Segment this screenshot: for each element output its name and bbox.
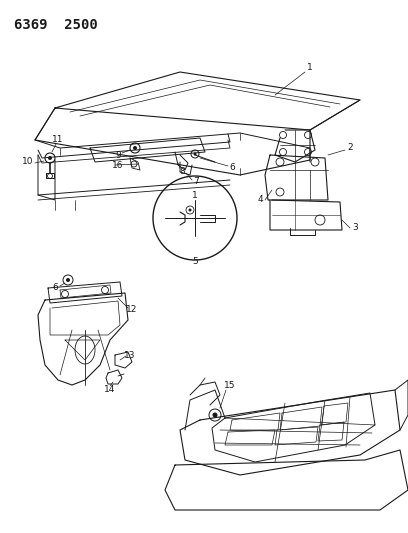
Text: 4: 4 bbox=[257, 196, 263, 205]
Text: 8: 8 bbox=[179, 167, 185, 176]
Text: 7: 7 bbox=[193, 177, 199, 187]
Text: 3: 3 bbox=[352, 223, 358, 232]
Text: 14: 14 bbox=[104, 385, 116, 394]
Circle shape bbox=[133, 146, 137, 150]
Text: 10: 10 bbox=[22, 157, 34, 166]
Text: 6369  2500: 6369 2500 bbox=[14, 18, 98, 32]
Text: 16: 16 bbox=[112, 160, 124, 169]
Text: 11: 11 bbox=[52, 135, 64, 144]
Text: 2: 2 bbox=[347, 143, 353, 152]
Text: 15: 15 bbox=[224, 381, 236, 390]
Circle shape bbox=[193, 152, 197, 156]
Text: 9: 9 bbox=[115, 150, 121, 159]
Text: 1: 1 bbox=[307, 63, 313, 72]
Text: 13: 13 bbox=[124, 351, 136, 359]
Text: 12: 12 bbox=[126, 305, 137, 314]
Circle shape bbox=[66, 278, 70, 282]
Text: 1: 1 bbox=[192, 190, 198, 199]
Circle shape bbox=[213, 413, 217, 417]
Text: 5: 5 bbox=[192, 257, 198, 266]
Text: 6: 6 bbox=[229, 164, 235, 173]
Circle shape bbox=[188, 208, 191, 212]
Text: 6: 6 bbox=[52, 284, 58, 293]
Circle shape bbox=[48, 156, 52, 160]
